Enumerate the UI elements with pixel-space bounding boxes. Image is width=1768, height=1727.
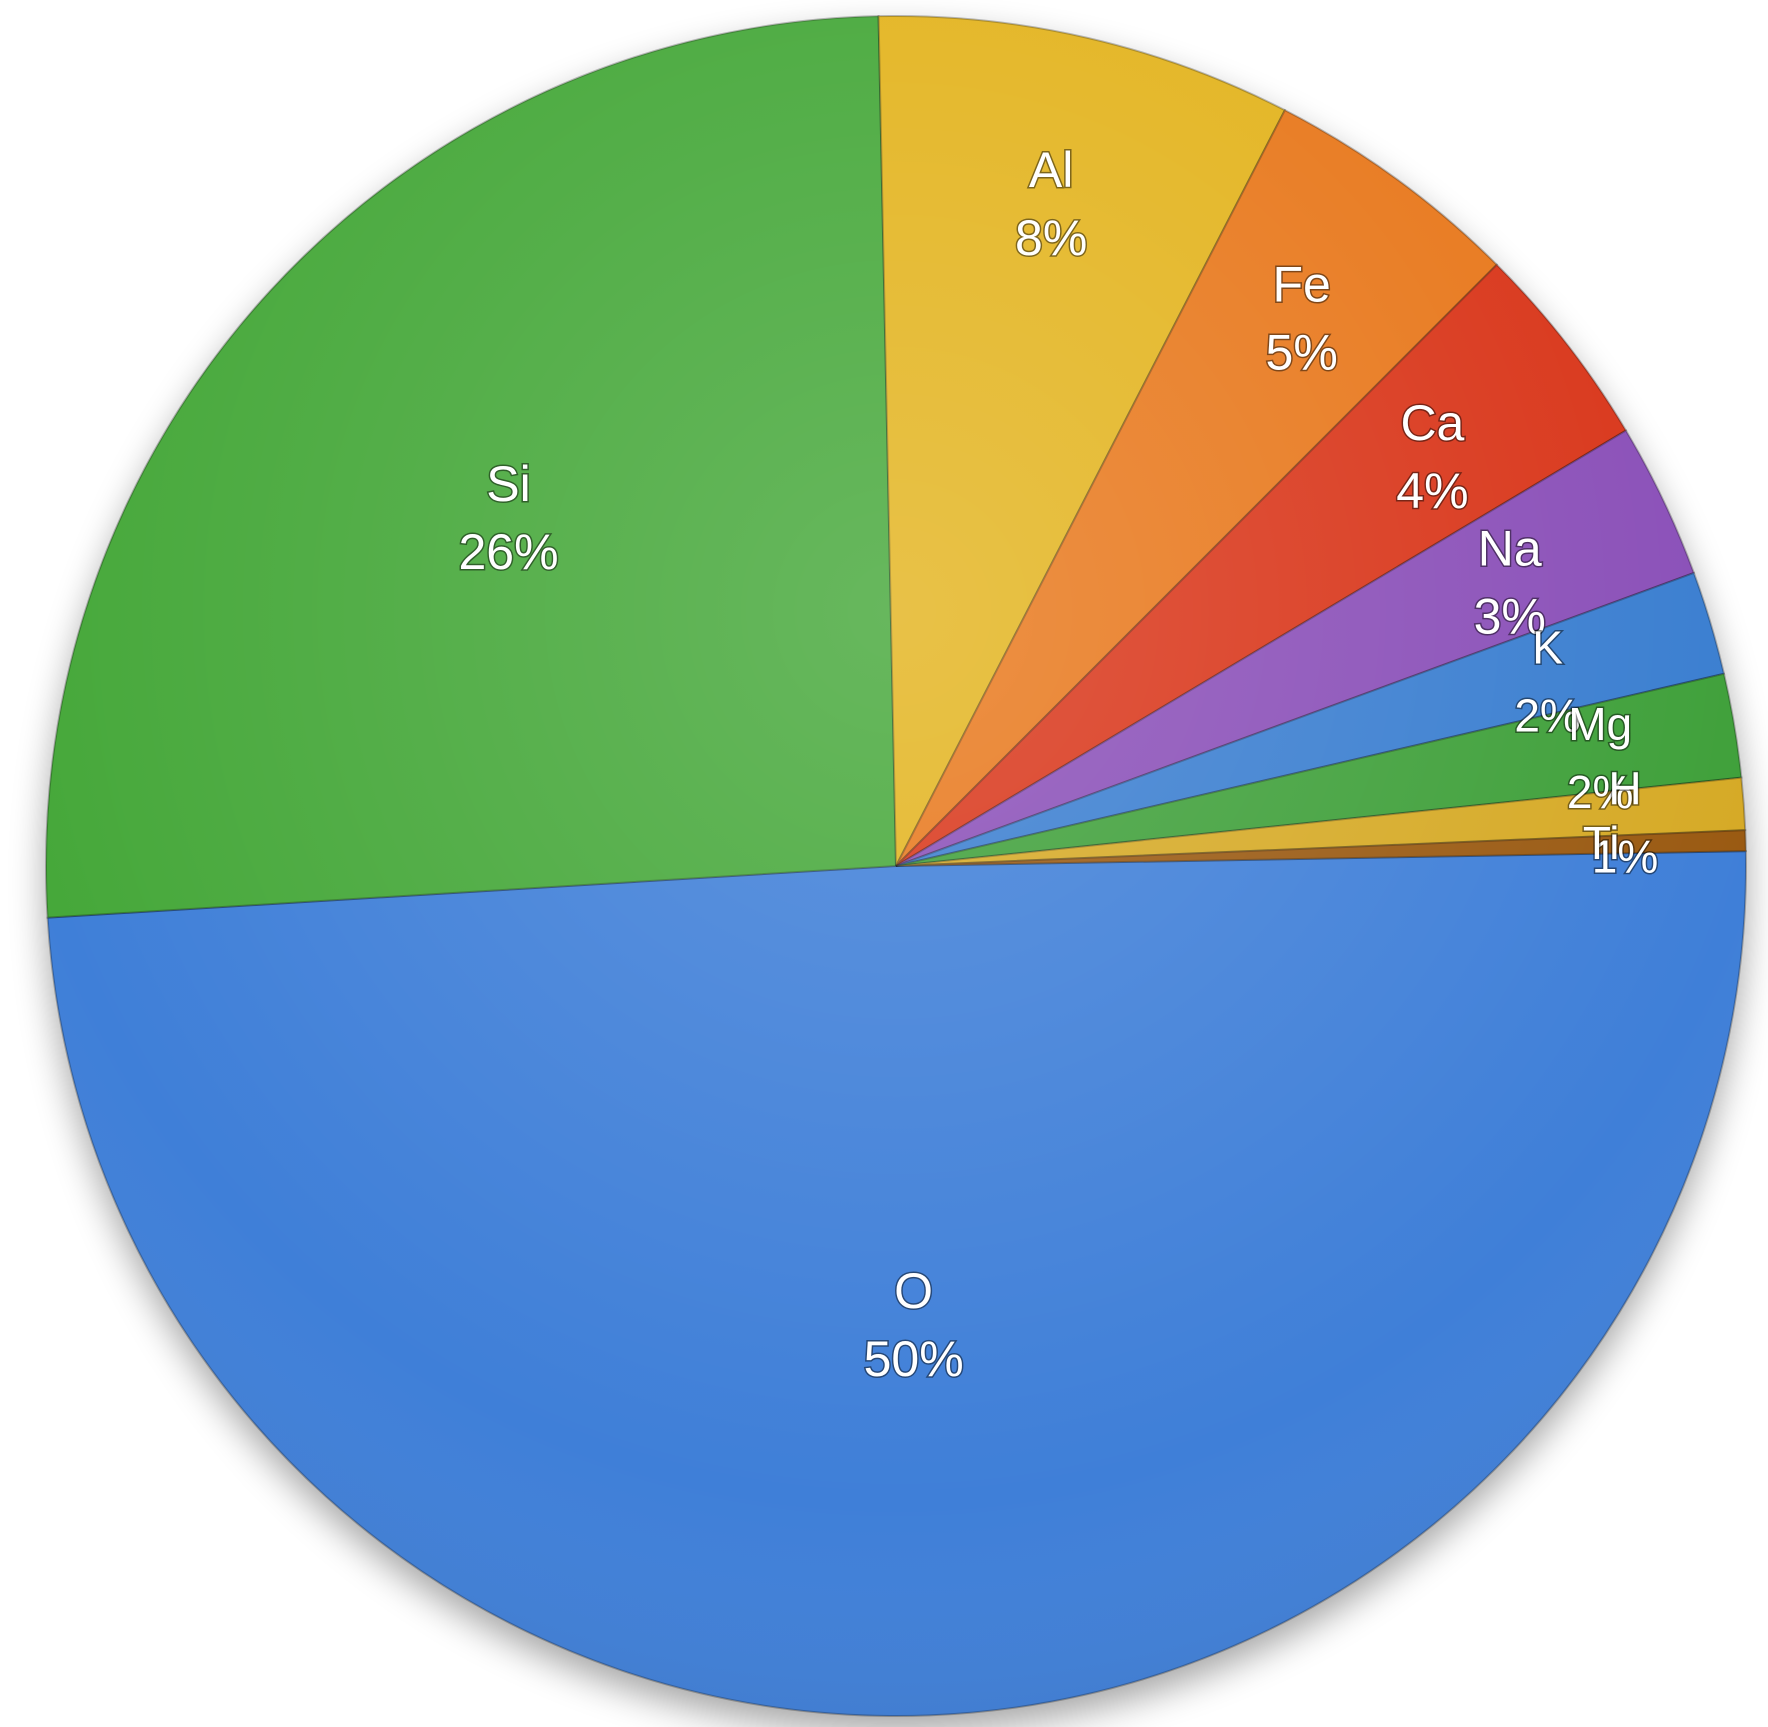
slice-percent-label: 8% [1015,210,1087,266]
slice-percent-label: 5% [1266,325,1338,381]
slice-name-label: H [1608,763,1641,815]
slice-percent-label: 1% [1592,831,1658,883]
slice-percent-label: 26% [458,524,558,580]
slice-name-label: Al [1029,142,1073,198]
slice-name-label: Mg [1568,698,1632,750]
pie-slice-si [45,15,898,919]
slice-name-label: Si [486,456,530,512]
slice-name-label: Fe [1272,257,1330,313]
slice-name-label: Na [1478,520,1542,576]
slice-percent-label: 2% [1567,766,1633,818]
slice-percent-label: 3% [1474,588,1546,644]
slice-name-label: Ti [1583,817,1620,869]
slice-name-label: K [1532,621,1563,673]
slice-percent-label: 2% [1514,689,1580,741]
slice-name-label: O [894,1263,933,1319]
slice-percent-label: 50% [864,1331,964,1387]
slice-name-label: Ca [1400,395,1464,451]
slice-percent-label: 4% [1396,463,1468,519]
pie-slices [45,15,1747,1717]
